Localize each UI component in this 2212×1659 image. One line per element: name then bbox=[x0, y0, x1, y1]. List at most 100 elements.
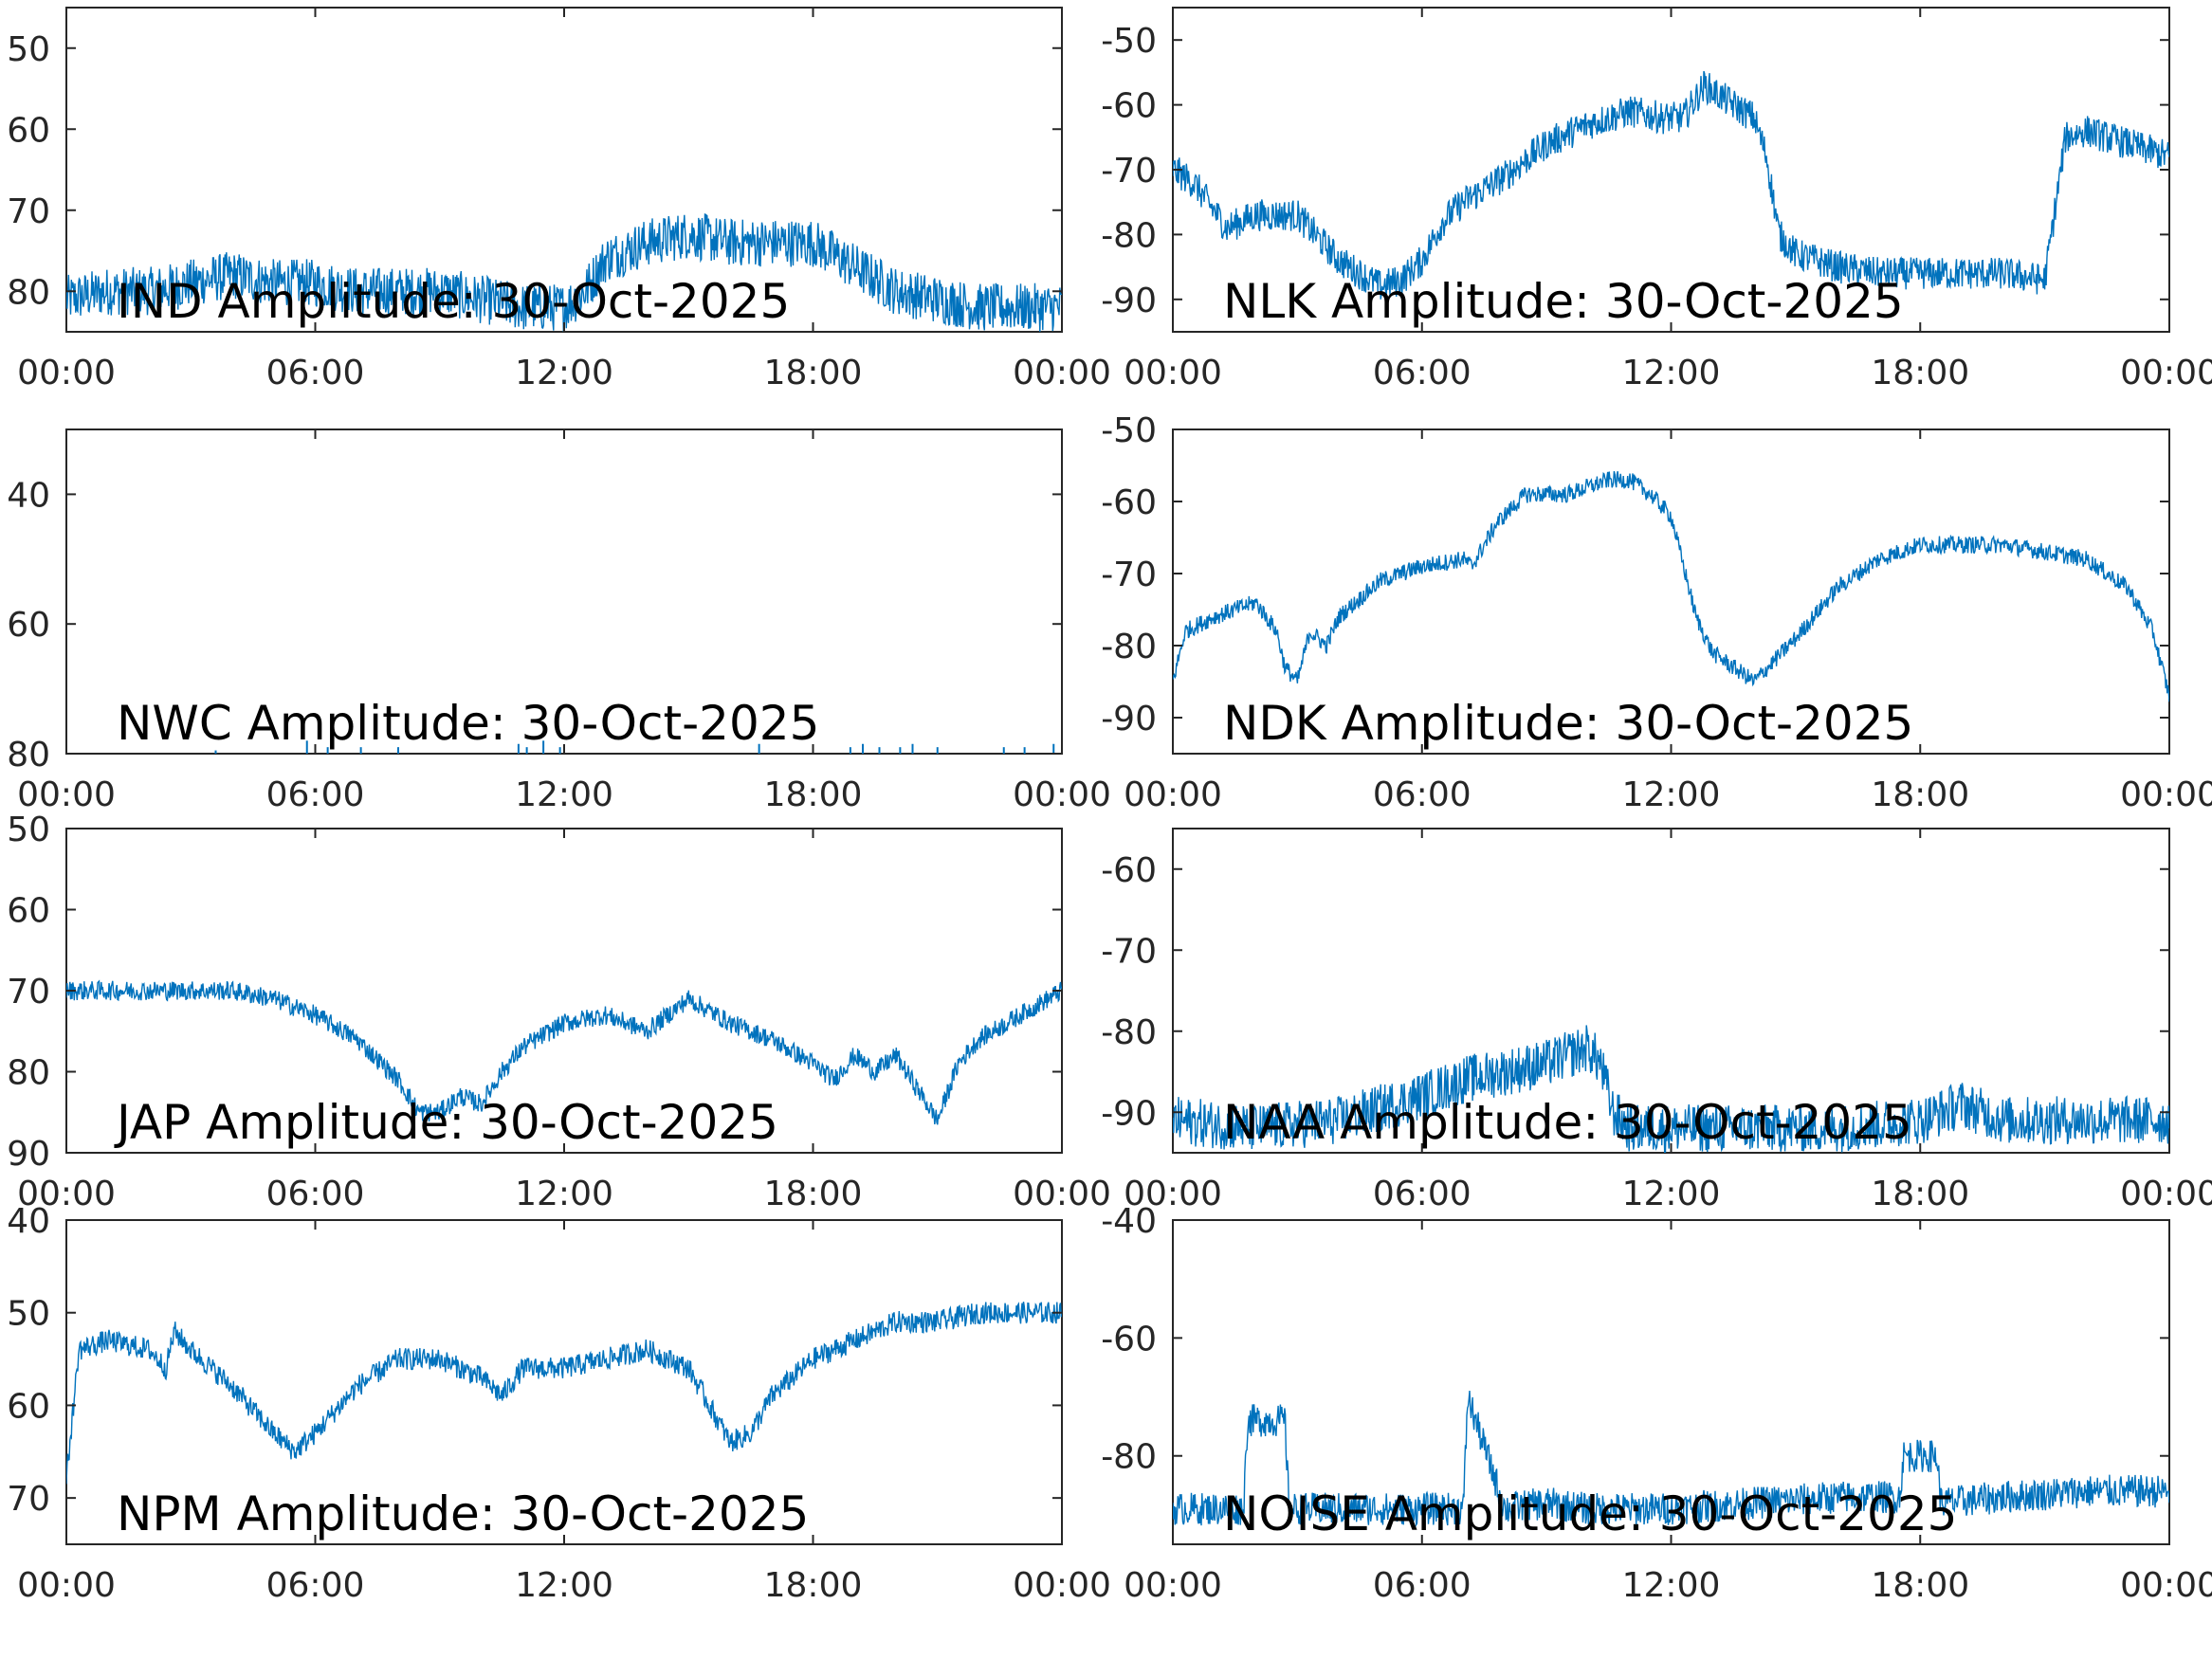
y-tick-label: 60 bbox=[7, 892, 50, 931]
panel-6: 00:00 06:00 12:00 18:00 00:00 70 60 50 40 NPM Amp… bbox=[7, 1202, 1111, 1605]
plot-frame bbox=[1172, 428, 2170, 755]
y-tick-label: -80 bbox=[1101, 1013, 1157, 1052]
x-tick-label: 00:00 bbox=[1124, 1566, 1222, 1605]
x-tick-label: 12:00 bbox=[1622, 354, 1721, 392]
x-tick-label: 18:00 bbox=[764, 775, 863, 814]
y-tick-label: 60 bbox=[7, 606, 50, 645]
series-line bbox=[1173, 1025, 2169, 1153]
x-tick-label: 12:00 bbox=[1622, 1175, 1721, 1213]
y-tick-label: 70 bbox=[7, 973, 50, 1012]
panel-title: IND Amplitude: 30-Oct-2025 bbox=[117, 274, 790, 329]
x-tick-label: 06:00 bbox=[266, 775, 365, 814]
y-tick-label: -60 bbox=[1101, 851, 1157, 890]
x-tick-label: 00:00 bbox=[2120, 354, 2212, 392]
y-tick-label: -70 bbox=[1101, 556, 1157, 594]
x-tick-label: 00:00 bbox=[1013, 1566, 1111, 1605]
y-tick-label: 60 bbox=[7, 1387, 50, 1426]
y-tick-label: -90 bbox=[1101, 700, 1157, 738]
x-tick-label: 12:00 bbox=[515, 1566, 613, 1605]
y-tick-label: -40 bbox=[1101, 1202, 1157, 1241]
y-tick-label: -80 bbox=[1101, 216, 1157, 255]
y-tick-label: 50 bbox=[7, 1295, 50, 1334]
plot-frame bbox=[65, 828, 1063, 1154]
x-tick-label: 18:00 bbox=[764, 1566, 863, 1605]
x-tick-label: 06:00 bbox=[1373, 1175, 1472, 1213]
panel-title: NLK Amplitude: 30-Oct-2025 bbox=[1223, 274, 1904, 329]
series-line bbox=[66, 979, 1062, 1125]
x-tick-label: 18:00 bbox=[1871, 775, 1969, 814]
y-tick-label: -60 bbox=[1101, 483, 1157, 522]
y-tick-label: 80 bbox=[7, 1054, 50, 1093]
panel-5: 00:00 06:00 12:00 18:00 00:00 -90 -80 -70 -60 NAA… bbox=[1101, 828, 2212, 1213]
y-tick-label: 50 bbox=[7, 811, 50, 849]
y-tick-label: 50 bbox=[7, 30, 50, 69]
x-tick-label: 00:00 bbox=[17, 775, 116, 814]
x-tick-label: 18:00 bbox=[764, 354, 863, 392]
y-tick-label: 90 bbox=[7, 1135, 50, 1174]
y-tick-label: -60 bbox=[1101, 87, 1157, 126]
x-tick-label: 12:00 bbox=[515, 775, 613, 814]
x-tick-label: 06:00 bbox=[1373, 1566, 1472, 1605]
x-tick-label: 12:00 bbox=[1622, 775, 1721, 814]
x-tick-label: 12:00 bbox=[515, 354, 613, 392]
panel-title: NDK Amplitude: 30-Oct-2025 bbox=[1223, 696, 1913, 751]
x-tick-label: 18:00 bbox=[1871, 1566, 1969, 1605]
y-tick-label: 80 bbox=[7, 273, 50, 312]
y-tick-label: 70 bbox=[7, 192, 50, 231]
x-tick-label: 00:00 bbox=[2120, 1175, 2212, 1213]
y-tick-label: 40 bbox=[7, 476, 50, 515]
y-tick-label: -80 bbox=[1101, 1438, 1157, 1477]
y-tick-label: -70 bbox=[1101, 152, 1157, 191]
panel-7: 00:00 06:00 12:00 18:00 00:00 -80 -60 -40 NOISE … bbox=[1101, 1202, 2212, 1605]
series-line bbox=[1173, 470, 2169, 702]
x-tick-label: 12:00 bbox=[515, 1175, 613, 1213]
x-tick-label: 00:00 bbox=[1124, 1175, 1222, 1213]
y-tick-label: -70 bbox=[1101, 932, 1157, 971]
x-tick-label: 18:00 bbox=[1871, 1175, 1969, 1213]
y-tick-label: 70 bbox=[7, 1480, 50, 1519]
plot-frame bbox=[65, 1219, 1063, 1545]
x-tick-label: 12:00 bbox=[1622, 1566, 1721, 1605]
x-tick-label: 00:00 bbox=[17, 354, 116, 392]
panel-1: 00:00 06:00 12:00 18:00 00:00 -90 -80 -70 -60 -50… bbox=[1101, 7, 2212, 392]
x-tick-label: 06:00 bbox=[266, 1175, 365, 1213]
x-tick-label: 00:00 bbox=[17, 1175, 116, 1213]
panel-title: NAA Amplitude: 30-Oct-2025 bbox=[1223, 1095, 1912, 1150]
x-tick-label: 06:00 bbox=[266, 354, 365, 392]
x-tick-label: 00:00 bbox=[1013, 1175, 1111, 1213]
plot-frame bbox=[65, 428, 1063, 755]
y-tick-label: 60 bbox=[7, 111, 50, 150]
series-line bbox=[1173, 1390, 2169, 1527]
panel-title: JAP Amplitude: 30-Oct-2025 bbox=[114, 1095, 778, 1150]
panel-title: NOISE Amplitude: 30-Oct-2025 bbox=[1223, 1486, 1958, 1541]
x-tick-label: 18:00 bbox=[1871, 354, 1969, 392]
series-line bbox=[1173, 70, 2169, 300]
x-tick-label: 00:00 bbox=[1013, 354, 1111, 392]
x-tick-label: 06:00 bbox=[1373, 354, 1472, 392]
x-tick-label: 00:00 bbox=[1124, 354, 1222, 392]
y-tick-label: 40 bbox=[7, 1202, 50, 1241]
y-tick-label: -60 bbox=[1101, 1320, 1157, 1358]
series-line bbox=[66, 1301, 1062, 1485]
y-tick-label: 80 bbox=[7, 736, 50, 775]
x-tick-label: 06:00 bbox=[1373, 775, 1472, 814]
y-tick-label: -80 bbox=[1101, 628, 1157, 666]
y-tick-label: -50 bbox=[1101, 22, 1157, 61]
x-tick-label: 00:00 bbox=[2120, 1566, 2212, 1605]
y-tick-label: -90 bbox=[1101, 1094, 1157, 1133]
panel-0: 00:00 06:00 12:00 18:00 00:00 80 70 60 50 IND Amp… bbox=[7, 7, 1111, 392]
x-tick-label: 06:00 bbox=[266, 1566, 365, 1605]
y-tick-label: -50 bbox=[1101, 411, 1157, 450]
y-tick-label: -90 bbox=[1101, 282, 1157, 320]
x-tick-label: 00:00 bbox=[17, 1566, 116, 1605]
x-tick-label: 18:00 bbox=[764, 1175, 863, 1213]
x-tick-label: 00:00 bbox=[2120, 775, 2212, 814]
x-tick-label: 00:00 bbox=[1124, 775, 1222, 814]
panel-title: NPM Amplitude: 30-Oct-2025 bbox=[117, 1486, 809, 1541]
panel-title: NWC Amplitude: 30-Oct-2025 bbox=[117, 696, 819, 751]
x-tick-label: 00:00 bbox=[1013, 775, 1111, 814]
panel-3: 00:00 06:00 12:00 18:00 00:00 -90 -80 -70 -60 -50… bbox=[1101, 411, 2212, 814]
